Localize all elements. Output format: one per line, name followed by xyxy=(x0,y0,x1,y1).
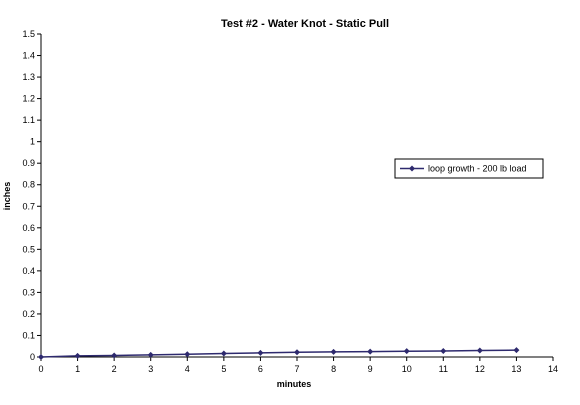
y-tick-label: 0.8 xyxy=(22,180,35,190)
x-tick-label: 12 xyxy=(475,364,485,374)
data-point xyxy=(294,349,300,356)
x-axis-title: minutes xyxy=(277,379,312,389)
data-point xyxy=(330,348,337,355)
y-tick-label: 0 xyxy=(30,352,35,362)
x-tick-label: 6 xyxy=(258,364,263,374)
x-tick-label: 11 xyxy=(439,364,448,374)
data-point xyxy=(111,352,118,359)
legend-marker-swatch xyxy=(409,165,415,172)
data-point xyxy=(403,348,410,355)
x-tick-label: 3 xyxy=(148,364,153,374)
x-tick-label: 0 xyxy=(38,364,43,374)
y-tick-label: 0.1 xyxy=(22,330,35,340)
y-tick-label: 0.5 xyxy=(22,244,35,254)
chart-title: Test #2 - Water Knot - Static Pull xyxy=(221,18,389,30)
data-point xyxy=(257,349,264,356)
data-point xyxy=(367,348,374,355)
y-tick-label: 0.6 xyxy=(22,223,35,233)
y-tick-label: 0.2 xyxy=(22,309,35,319)
data-point xyxy=(476,347,483,354)
x-tick-label: 2 xyxy=(112,364,117,374)
data-point xyxy=(440,347,447,354)
x-tick-label: 13 xyxy=(511,364,521,374)
data-point xyxy=(38,354,44,360)
x-tick-label: 1 xyxy=(75,364,80,374)
y-tick-label: 0.7 xyxy=(22,201,35,211)
x-tick-label: 5 xyxy=(221,364,226,374)
series-layer xyxy=(38,347,520,360)
y-tick-label: 0.9 xyxy=(22,158,35,168)
y-tick-label: 0.3 xyxy=(22,287,35,297)
x-tick-label: 10 xyxy=(402,364,412,374)
y-axis: 0 0.1 0.2 0.3 0.4 0.5 0.6 0.7 0.8 0.9 1 1.1 1.2 1.3 1.… xyxy=(22,29,41,362)
x-tick-label: 7 xyxy=(294,364,299,374)
y-axis-title: inches xyxy=(2,182,12,211)
data-point xyxy=(184,351,191,358)
x-tick-label: 14 xyxy=(548,364,558,374)
y-tick-label: 1.5 xyxy=(22,29,35,39)
y-tick-label: 1.1 xyxy=(22,115,35,125)
legend: loop growth - 200 lb load xyxy=(394,158,544,179)
legend-box xyxy=(394,158,544,179)
y-tick-label: 1.3 xyxy=(22,72,35,82)
data-point xyxy=(220,350,227,357)
y-tick-label: 0.4 xyxy=(22,266,35,276)
y-tick-label: 1.2 xyxy=(22,94,35,104)
y-tick-label: 1.4 xyxy=(22,51,35,61)
data-point xyxy=(513,347,520,354)
y-tick-label: 1 xyxy=(30,137,35,147)
legend-label: loop growth - 200 lb load xyxy=(428,164,527,174)
series-line xyxy=(40,349,517,358)
data-point xyxy=(147,351,154,358)
x-tick-label: 8 xyxy=(331,364,336,374)
data-point xyxy=(74,352,81,359)
x-tick-label: 9 xyxy=(368,364,373,374)
x-tick-label: 4 xyxy=(185,364,190,374)
